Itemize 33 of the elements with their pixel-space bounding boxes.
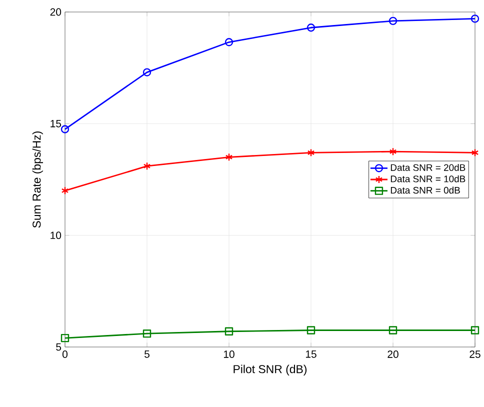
x-tick-label: 25 [470,350,480,358]
y-tick-label: 20 [50,8,62,16]
point [470,326,480,334]
point [142,68,152,76]
y-axis-title: Sum Rate (bps/Hz) [32,132,43,228]
point [388,326,398,334]
legend-label: Data SNR = 20dB [390,164,466,171]
x-tick-label: 10 [224,350,234,358]
point [306,326,316,334]
y-tick-label: 5 [56,343,62,351]
x-tick-label: 5 [144,350,150,358]
x-tick-label: 20 [388,350,398,358]
x-tick-label: 15 [306,350,316,358]
y-tick-label: 15 [50,120,62,128]
x-axis-title: Pilot SNR (dB) [234,364,307,376]
point [471,148,479,157]
point [143,162,151,170]
point [60,334,70,342]
point [389,147,397,156]
point [142,330,152,338]
point [470,14,480,23]
point [388,16,398,26]
point [60,125,70,134]
point [61,186,69,195]
y-tick-label: 10 [50,232,62,240]
point [306,24,316,32]
point [307,148,315,157]
legend-label: Data SNR = 0dB [390,186,460,194]
x-tick-label: 0 [62,350,68,358]
legend-label: Data SNR = 10dB [390,175,466,182]
point [225,153,233,162]
point [224,38,234,46]
point [224,327,234,336]
